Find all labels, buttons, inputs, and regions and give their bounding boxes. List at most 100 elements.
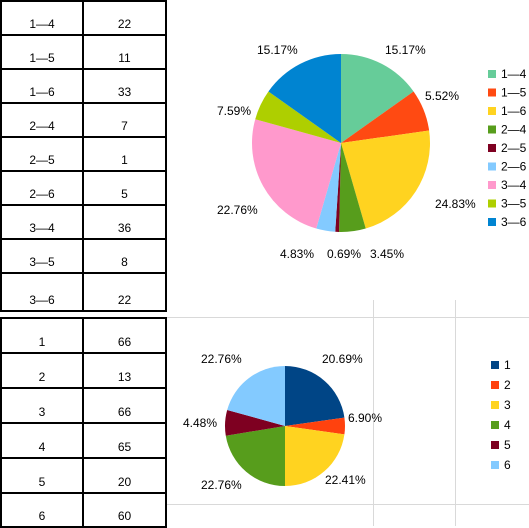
legend-entry: 2—5	[501, 141, 527, 155]
legend-swatch	[488, 107, 496, 115]
legend-entry: 3—6	[501, 215, 527, 229]
count-cell[interactable]: 7	[82, 102, 167, 138]
legend-swatch	[488, 181, 496, 189]
count-cell[interactable]: 22	[82, 0, 167, 36]
pie-slice	[285, 426, 345, 486]
pair-cell[interactable]: 3—5	[0, 238, 84, 274]
pair-cell[interactable]: 1—6	[0, 68, 84, 104]
row-gridline	[165, 504, 529, 505]
pie-slice	[339, 143, 366, 232]
pair-label: 1—4	[29, 17, 55, 31]
legend-swatch	[488, 162, 496, 171]
count-cell[interactable]: 66	[82, 317, 167, 354]
legend-entry: 4	[504, 418, 511, 432]
pair-cell[interactable]: 4	[0, 422, 84, 459]
pair-label: 2—6	[29, 187, 55, 201]
count-cell[interactable]: 8	[82, 238, 167, 274]
count-cell[interactable]: 11	[82, 34, 167, 70]
pair-cell[interactable]: 1	[0, 317, 84, 354]
pair-cell[interactable]: 6	[0, 492, 84, 528]
table-row: 1—6 33	[0, 68, 167, 104]
count-cell[interactable]: 13	[82, 352, 167, 389]
pie-slice	[335, 143, 341, 232]
pair-label: 3—4	[29, 221, 55, 235]
count-value: 33	[117, 85, 132, 99]
count-value: 60	[117, 509, 132, 523]
count-value: 13	[117, 370, 132, 384]
pair-label: 3—5	[29, 255, 55, 269]
data-label: 7.59%	[217, 104, 251, 118]
table-row: 2—4 7	[0, 102, 167, 138]
legend-entry: 5	[504, 438, 511, 452]
pie-slice	[341, 130, 430, 229]
data-label: 5.52%	[425, 89, 459, 103]
count-value: 36	[117, 221, 132, 235]
pie-slice	[341, 54, 414, 143]
data-table-pairs: 1—4 22 1—5 11 1—6 33 2—4 7 2—5 1 2—6 5 3—4 36 3—5 8 3—6 2…	[0, 0, 167, 312]
legend-swatch	[488, 125, 496, 134]
legend-swatch	[488, 218, 496, 226]
count-value: 7	[121, 119, 128, 133]
legend-swatch	[488, 70, 496, 78]
count-cell[interactable]: 20	[82, 457, 167, 494]
data-label: 4.83%	[280, 247, 314, 261]
data-label: 22.41%	[325, 473, 366, 487]
count-value: 20	[117, 475, 132, 489]
data-label: 24.83%	[435, 197, 476, 211]
pair-cell[interactable]: 1—4	[0, 0, 84, 36]
legend-entry: 1	[504, 358, 511, 372]
legend-entry: 2—4	[501, 123, 527, 137]
pair-label: 3—6	[29, 293, 55, 307]
count-cell[interactable]: 60	[82, 492, 167, 528]
pie-slice	[225, 409, 285, 436]
count-value: 65	[117, 440, 132, 454]
pair-cell[interactable]: 1—5	[0, 34, 84, 70]
pair-cell[interactable]: 3—4	[0, 204, 84, 240]
pie-slice	[316, 143, 341, 232]
legend-swatch	[491, 361, 499, 369]
data-label: 0.69%	[327, 247, 361, 261]
pair-label: 2—4	[29, 119, 55, 133]
pair-label: 3	[38, 405, 46, 419]
table-row: 1 66	[0, 317, 167, 354]
pair-label: 1—5	[29, 51, 55, 65]
table-row: 2—6 5	[0, 170, 167, 206]
table-row: 3—6 22	[0, 272, 167, 312]
data-label: 4.48%	[183, 416, 217, 430]
data-table-singles: 1 66 2 13 3 66 4 65 5 20 6 60	[0, 317, 167, 528]
count-cell[interactable]: 33	[82, 68, 167, 104]
legend-entry: 3—5	[501, 197, 527, 211]
pair-cell[interactable]: 2—6	[0, 170, 84, 206]
pie-slice	[285, 366, 345, 426]
pair-cell[interactable]: 2—4	[0, 102, 84, 138]
legend-entry: 2—6	[501, 160, 527, 174]
count-cell[interactable]: 66	[82, 387, 167, 424]
count-cell[interactable]: 22	[82, 272, 167, 312]
legend-entry: 1—5	[501, 86, 527, 100]
legend-swatch	[488, 144, 496, 152]
count-cell[interactable]: 5	[82, 170, 167, 206]
count-value: 11	[118, 51, 131, 65]
pair-label: 2—5	[29, 153, 55, 167]
count-value: 22	[117, 17, 132, 31]
count-cell[interactable]: 65	[82, 422, 167, 459]
pair-label: 5	[38, 475, 46, 489]
legend-swatch	[491, 401, 499, 409]
table-row: 3—5 8	[0, 238, 167, 274]
count-cell[interactable]: 36	[82, 204, 167, 240]
pie-slice	[252, 119, 341, 229]
count-value: 1	[121, 153, 128, 167]
table-row: 1—4 22	[0, 0, 167, 36]
table-row: 2—5 1	[0, 136, 167, 172]
pair-label: 4	[38, 440, 46, 454]
pair-cell[interactable]: 2—5	[0, 136, 84, 172]
pair-cell[interactable]: 2	[0, 352, 84, 389]
pair-label: 2	[38, 370, 46, 384]
count-cell[interactable]: 1	[82, 136, 167, 172]
legend-entry: 1—4	[501, 67, 527, 81]
pair-cell[interactable]: 3—6	[0, 272, 84, 312]
legend-swatch	[491, 441, 499, 449]
pair-cell[interactable]: 5	[0, 457, 84, 494]
pair-cell[interactable]: 3	[0, 387, 84, 424]
